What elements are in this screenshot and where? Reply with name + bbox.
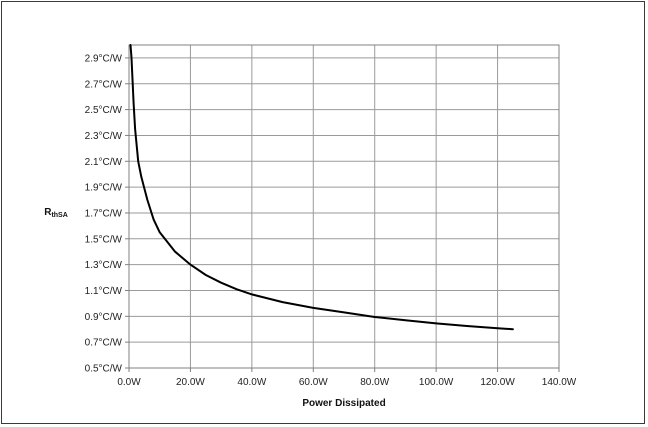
y-axis-label-main: R [44,207,52,218]
y-tick-label: 1.7°C/W [85,208,123,219]
y-tick-label: 2.3°C/W [85,131,123,142]
y-axis-label: RthSA [44,207,68,219]
x-tick-label: 40.0W [237,377,266,388]
series-line [129,44,514,331]
y-tick-label: 2.7°C/W [85,79,123,90]
x-tick-label: 80.0W [360,377,389,388]
y-tick-label: 2.1°C/W [85,157,123,168]
plot-area-border [128,44,560,369]
x-tick-label: 100.0W [419,377,454,388]
y-axis-label-subscript: thSA [51,212,67,219]
y-tick-label: 1.1°C/W [85,286,123,297]
y-tick-label: 1.9°C/W [85,183,123,194]
y-tick-label: 0.9°C/W [85,312,123,323]
grid-lines [128,45,560,369]
x-axis-label: Power Dissipated [302,398,385,409]
x-tick-label: 120.0W [480,377,515,388]
y-tick-label: 0.5°C/W [85,364,123,375]
x-tick-label: 0.0W [117,377,141,388]
x-axis-ticks: 0.0W 20.0W 40.0W 60.0W 80.0W 100.0W 120.0W 140.… [117,368,577,388]
y-axis-ticks: 0.5°C/W 0.7°C/W 0.9°C/W 1.1°C/W 1.3°C/W 1.5°C… [85,53,129,375]
x-tick-label: 60.0W [299,377,328,388]
y-tick-label: 0.7°C/W [85,338,123,349]
y-tick-label: 1.3°C/W [85,260,123,271]
y-tick-label: 1.5°C/W [85,234,123,245]
y-tick-label: 2.5°C/W [85,105,123,116]
series-group [129,44,514,331]
x-tick-label: 140.0W [542,377,577,388]
x-tick-label: 20.0W [176,377,205,388]
y-tick-label: 2.9°C/W [85,53,123,64]
